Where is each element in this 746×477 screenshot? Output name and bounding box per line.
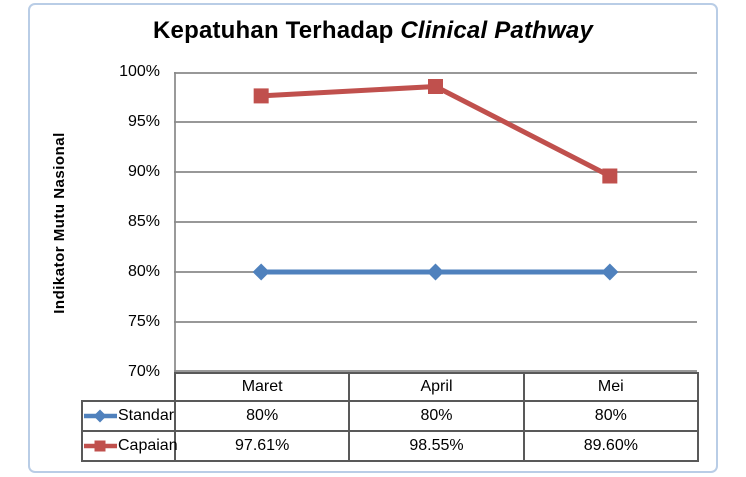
table-value-cell: 89.60% <box>522 430 699 462</box>
series-standar-marker-diamond-icon <box>601 263 619 281</box>
y-tick-label: 75% <box>127 313 160 330</box>
table-header-cell: Mei <box>522 372 699 402</box>
y-tick-label: 85% <box>127 213 160 230</box>
table-value-cell: 97.61% <box>173 430 351 462</box>
table-header-cell: April <box>348 372 525 402</box>
table-header-cell: Maret <box>173 372 351 402</box>
chart-title-italic: Clinical Pathway <box>400 17 593 44</box>
series-capaian-line <box>258 84 613 179</box>
legend-label: Standar <box>118 407 175 424</box>
series-standar-marker-diamond-icon <box>252 263 270 281</box>
legend-key-standar-icon <box>84 409 117 423</box>
y-tick-label: 70% <box>127 363 160 380</box>
table-value-cell: 80% <box>348 400 525 432</box>
table-value-cell: 98.55% <box>348 430 525 462</box>
data-table: Maret April Mei Standar 80% 80% 80% Capaian 97.6… <box>81 372 699 462</box>
series-capaian-marker-square-icon <box>428 79 443 94</box>
y-tick-label: 100% <box>119 63 160 80</box>
series-capaian-marker-square-icon <box>602 168 618 184</box>
legend-standar-marker-diamond-icon <box>93 409 107 423</box>
series-standar-marker-diamond-icon <box>427 263 444 281</box>
legend-capaian-marker-square-icon <box>94 440 106 452</box>
y-tick-label: 80% <box>127 263 160 280</box>
y-tick-label: 95% <box>127 113 160 130</box>
plot-area <box>174 72 697 372</box>
table-corner-spacer <box>82 373 175 401</box>
table-value-cell: 80% <box>173 400 351 432</box>
series-capaian-marker-square-icon <box>253 88 269 104</box>
legend-label: Capaian <box>118 437 178 454</box>
table-value-cell: 80% <box>522 400 699 432</box>
chart-title: Kepatuhan Terhadap Clinical Pathway <box>28 14 718 48</box>
legend-cell-standar: Standar <box>81 400 176 432</box>
chart-title-main: Kepatuhan Terhadap <box>153 17 401 44</box>
legend-cell-capaian: Capaian <box>81 430 178 462</box>
y-tick-label: 90% <box>127 163 160 180</box>
legend-key-capaian-icon <box>84 440 117 452</box>
